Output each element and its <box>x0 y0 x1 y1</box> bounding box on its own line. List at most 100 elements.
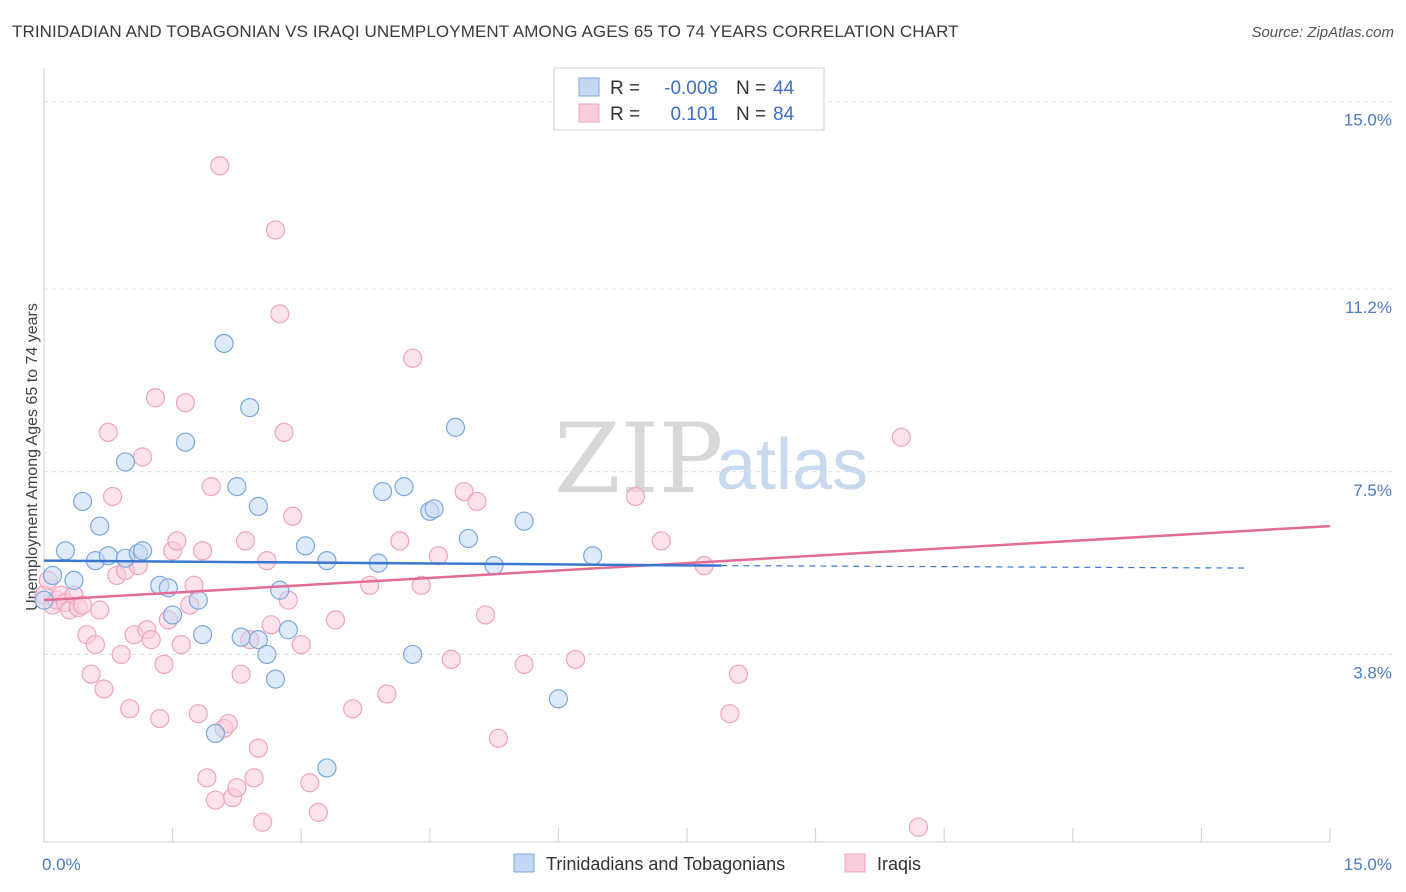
iraqi-point <box>175 393 196 413</box>
trinidadian-trend-line <box>43 559 722 567</box>
iraqi-point <box>411 575 431 595</box>
axes <box>43 68 1331 843</box>
trinidadian-point <box>248 496 268 516</box>
trinidadian-point <box>240 398 260 418</box>
iraqi-point <box>85 634 106 655</box>
series-label-iraqis: Iraqis <box>877 854 921 874</box>
legend-r-value-1: -0.008 <box>664 78 718 99</box>
trinidadian-point <box>231 627 251 647</box>
iraqi-point <box>720 704 740 724</box>
y-tick-labels: 3.8% 7.5% 11.2% 15.0% <box>1344 111 1392 683</box>
legend-n-label-1: N = <box>736 78 766 99</box>
trinidadian-point <box>394 477 414 497</box>
y-axis-label: Unemployment Among Ages 65 to 74 years <box>24 303 41 611</box>
iraqi-point <box>188 704 208 724</box>
iraqi-point <box>94 679 114 699</box>
iraqi-point <box>728 664 749 684</box>
trinidadian-point <box>188 590 208 610</box>
iraqi-point <box>145 388 166 408</box>
trinidadian-point <box>175 432 196 452</box>
iraqi-point <box>514 654 534 674</box>
iraqi-point <box>81 664 101 684</box>
series-swatch-blue <box>513 853 535 873</box>
trinidadian-point <box>115 452 136 472</box>
iraqi-point <box>403 348 423 368</box>
iraqi-trend-line <box>43 524 1331 602</box>
legend-n-value-2: 84 <box>773 104 795 125</box>
legend-swatch-pink <box>578 103 600 123</box>
iraqi-point <box>227 778 247 798</box>
trinidadian-point <box>278 620 298 640</box>
legend-n-value-1: 44 <box>773 78 795 99</box>
iraqi-point <box>651 531 671 551</box>
iraqi-point <box>390 531 410 551</box>
trinidadian-point <box>583 546 603 566</box>
trinidadian-point <box>445 417 466 437</box>
x-tick-labels: 0.0% 15.0% <box>42 855 1392 874</box>
trinidadian-point <box>214 333 234 354</box>
iraqi-point <box>454 481 474 502</box>
y-tick-label: 3.8% <box>1353 663 1392 682</box>
watermark-atlas: atlas <box>716 425 868 505</box>
iraqi-point <box>235 531 256 551</box>
iraqi-point <box>308 802 328 822</box>
iraqi-point <box>265 220 286 240</box>
iraqi-point <box>488 728 508 748</box>
iraqi-point <box>210 156 230 176</box>
trinidadian-point <box>55 541 76 561</box>
trinidadian-point <box>265 669 286 689</box>
trinidadian-point <box>403 644 423 665</box>
trinidadian-point <box>295 536 316 556</box>
iraqi-point <box>377 684 397 704</box>
iraqi-point <box>270 304 290 324</box>
trinidadian-point <box>64 570 84 590</box>
trinidadian-point <box>373 481 393 502</box>
iraqi-point <box>908 817 929 837</box>
y-tick-label: 15.0% <box>1344 111 1392 130</box>
iraqi-point <box>132 447 153 467</box>
iraqi-point <box>98 422 118 442</box>
y-tick-label: 11.2% <box>1345 298 1392 317</box>
iraqi-point <box>154 654 174 674</box>
iraqi-point <box>428 546 448 566</box>
iraqi-point <box>120 699 140 719</box>
iraqi-point <box>360 575 380 595</box>
iraqi-point <box>343 699 363 719</box>
trinidadian-point <box>193 625 213 645</box>
chart-title: TRINIDADIAN AND TOBAGONIAN VS IRAQI UNEM… <box>12 22 959 41</box>
iraqi-point <box>111 644 131 665</box>
trinidadian-point <box>248 630 268 650</box>
trinidadian-point <box>90 516 110 536</box>
iraqi-point <box>90 600 110 620</box>
iraqi-point <box>467 491 487 512</box>
trinidadian-point <box>484 555 504 576</box>
iraqi-point <box>102 486 123 507</box>
trinidadian-point <box>227 477 247 497</box>
iraqi-point <box>244 768 264 788</box>
iraqi-point <box>441 649 461 669</box>
iraqi-point <box>325 610 346 630</box>
iraqi-point <box>248 738 268 758</box>
legend-n-label-2: N = <box>736 104 766 125</box>
iraqi-points <box>34 156 929 837</box>
iraqi-point <box>218 713 238 734</box>
iraqi-point <box>171 634 191 655</box>
legend-r-label-1: R = <box>610 78 640 99</box>
iraqi-point <box>193 541 213 561</box>
trinidadian-point <box>317 551 337 571</box>
iraqi-point <box>291 634 311 655</box>
iraqi-point <box>565 649 586 669</box>
iraqi-point <box>197 768 217 788</box>
trinidadian-point <box>514 511 534 531</box>
trend-lines <box>43 524 1331 602</box>
legend-r-value-2: 0.101 <box>670 104 718 125</box>
legend-r-label-2: R = <box>610 104 640 125</box>
series-legend: Trinidadians and Tobagonians Iraqis <box>513 853 921 874</box>
iraqi-point <box>274 422 294 442</box>
iraqi-point <box>261 615 281 635</box>
trinidadian-point <box>548 689 569 709</box>
trinidadian-point <box>42 565 63 586</box>
iraqi-point <box>167 531 187 551</box>
iraqi-point <box>201 477 221 497</box>
